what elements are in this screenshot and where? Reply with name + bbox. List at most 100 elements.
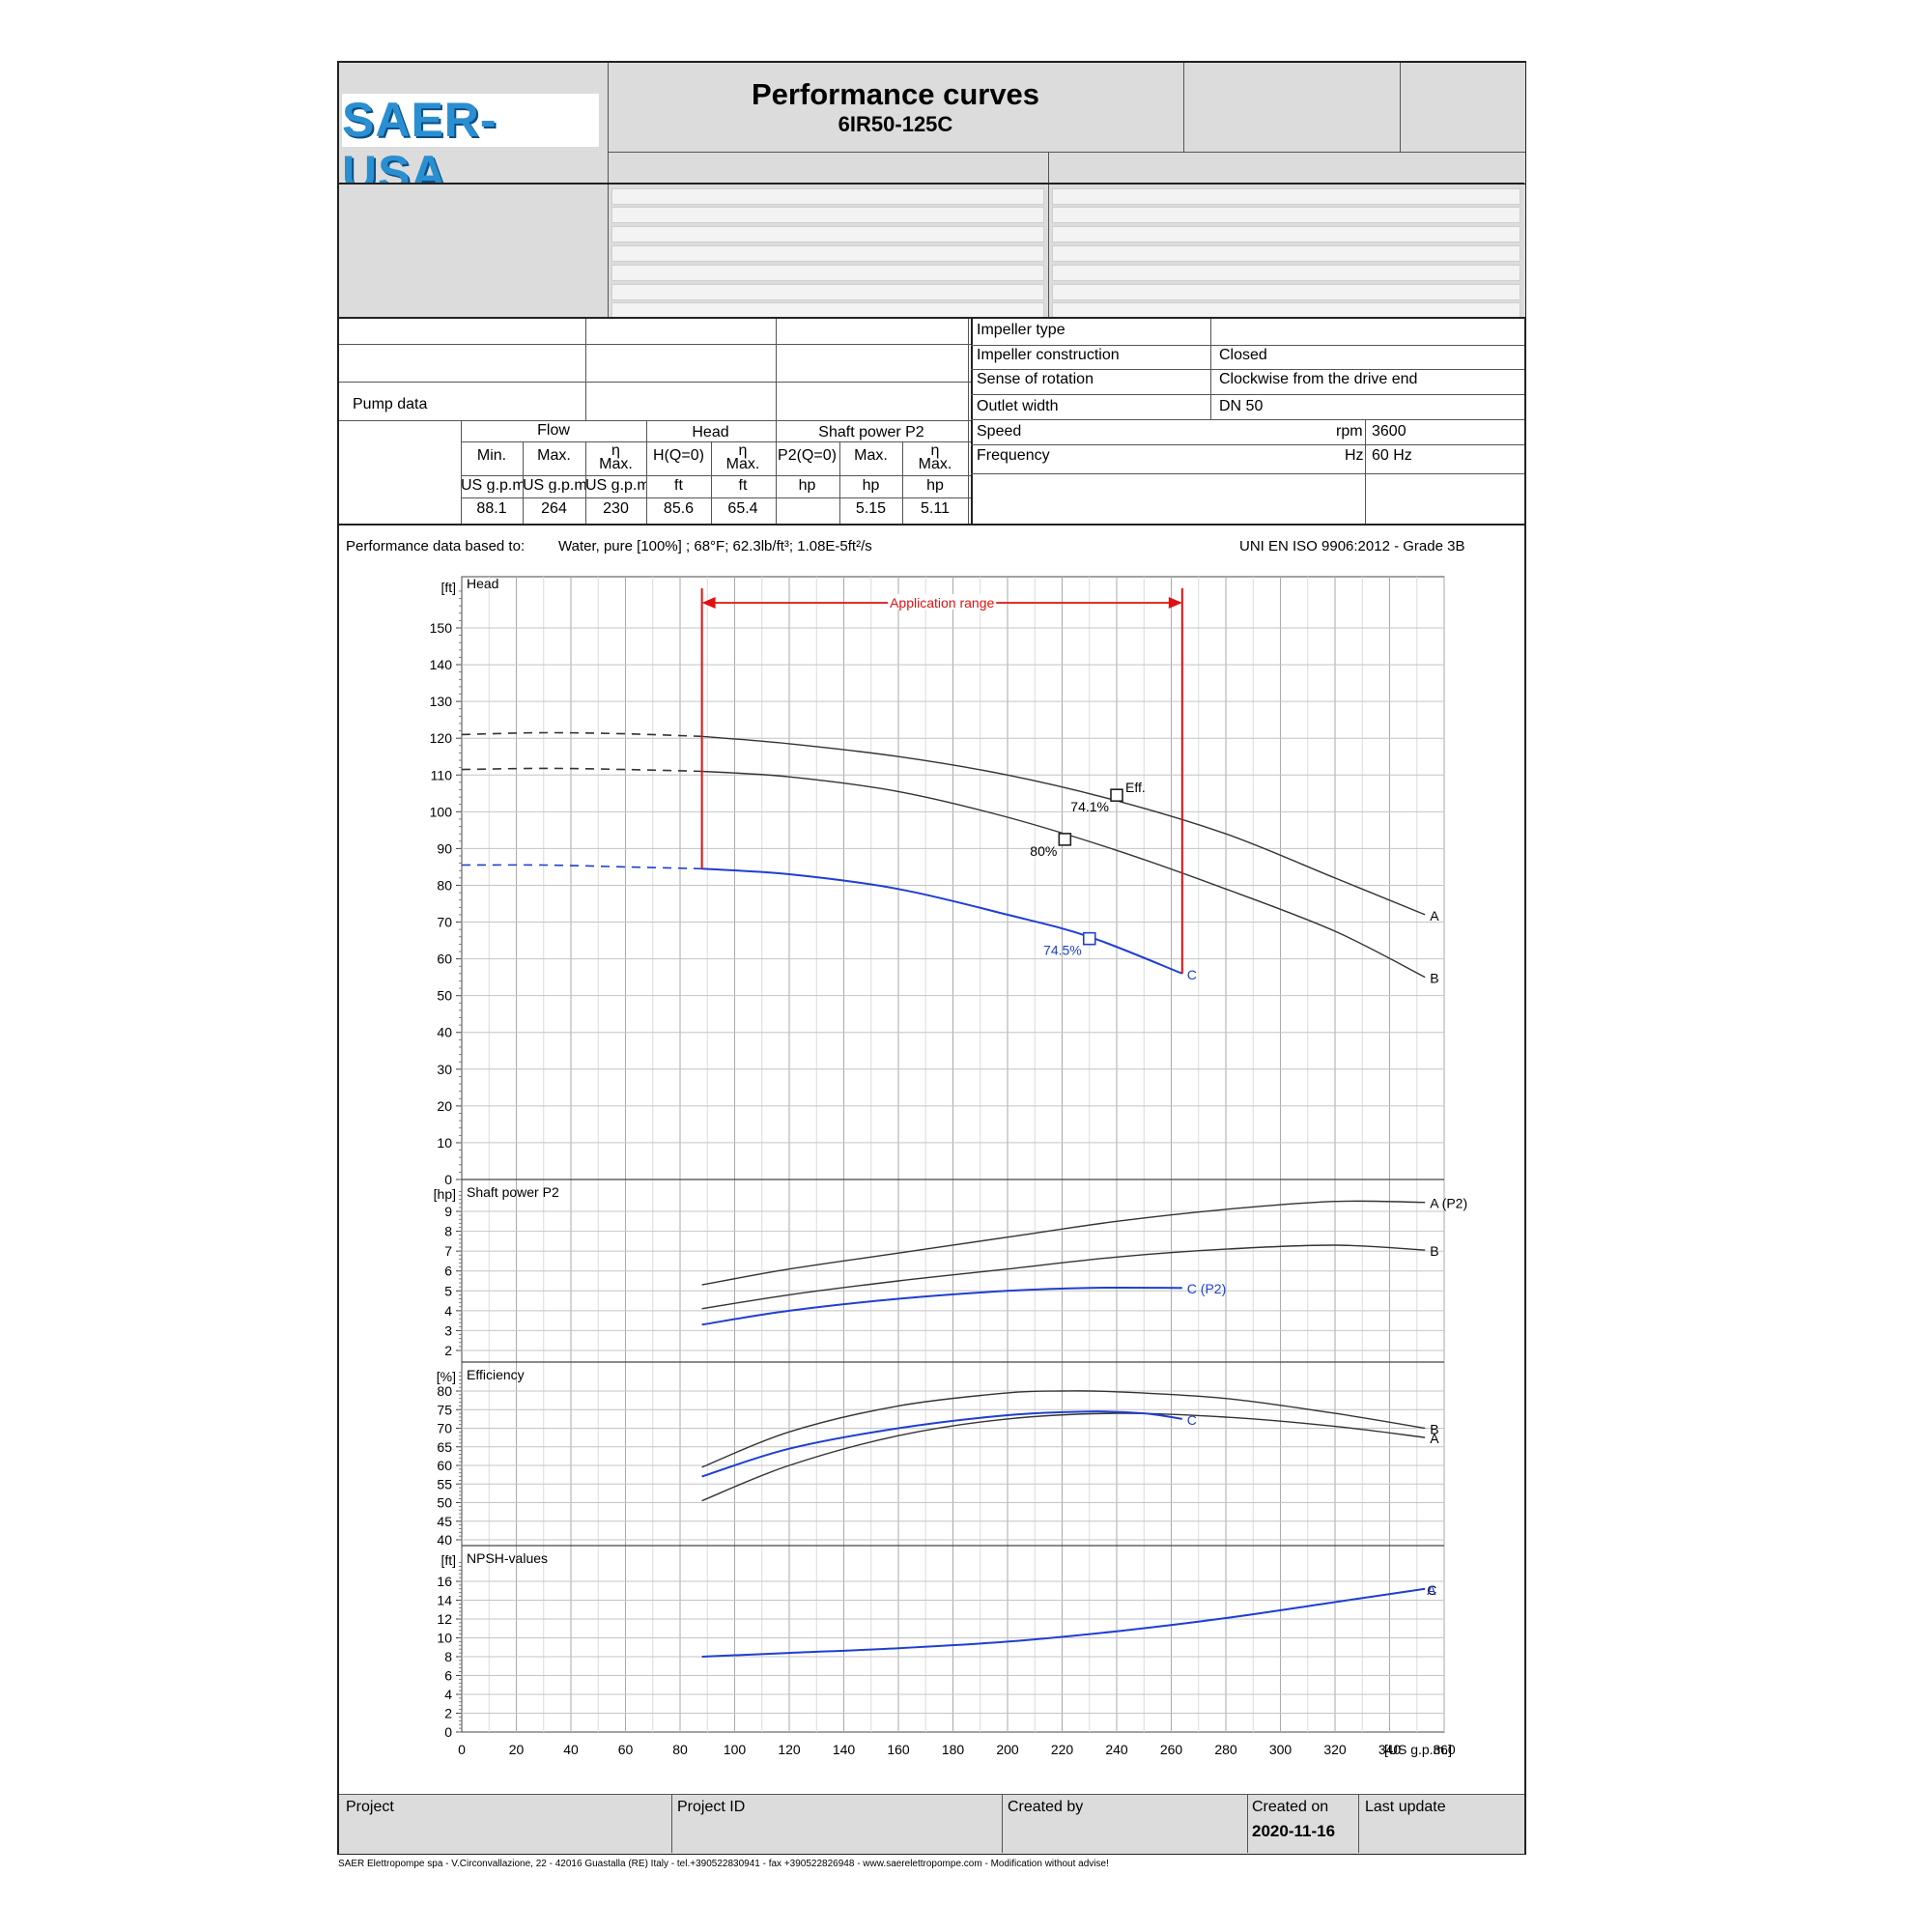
header-blank-4: [1048, 152, 1525, 184]
footer-created-on: Created on: [1252, 1799, 1329, 1815]
x-tick-label: 100: [724, 1742, 747, 1757]
page-title: Performance curves: [751, 77, 1040, 111]
pump-col-value: 230: [603, 502, 629, 516]
y-tick-label: 90: [437, 840, 452, 856]
spec-value: Closed: [1219, 347, 1267, 363]
y-tick-label: 40: [437, 1025, 452, 1040]
x-tick-label: 260: [1160, 1742, 1183, 1757]
y-tick-label: 50: [437, 1495, 452, 1511]
spec-value: Clockwise from the drive end: [1219, 371, 1418, 387]
x-tick-label: 140: [833, 1742, 856, 1757]
flow-header: Flow: [537, 422, 570, 439]
operating-point-label: 80%: [1030, 843, 1057, 859]
footer-sep: [1002, 1794, 1003, 1853]
pump-col-value: 264: [541, 502, 567, 516]
y-tick-label: 80: [437, 1383, 452, 1399]
pump-col-unit: ft: [738, 479, 748, 493]
y-tick-label: 60: [437, 1458, 452, 1473]
y-axis-unit: [hp]: [434, 1186, 456, 1202]
x-tick-label: 300: [1269, 1742, 1293, 1757]
spec-label: Frequency: [977, 447, 1050, 464]
pump-data-label: Pump data: [353, 396, 428, 412]
footer-created-by: Created by: [1008, 1799, 1084, 1815]
series-b-line: [701, 1244, 1426, 1310]
series-end-label: A (P2): [1430, 1196, 1467, 1211]
spec-label: Sense of rotation: [977, 371, 1094, 387]
footer-sep: [671, 1794, 672, 1853]
footer-panel: [339, 1794, 1524, 1854]
spec-label: Speed: [977, 423, 1022, 440]
pump-model: 6IR50-125C: [838, 112, 953, 136]
spec-unit: rpm: [1336, 423, 1363, 440]
application-range-arrow-right: [1168, 597, 1182, 609]
series-end-label: C: [1427, 1582, 1436, 1598]
y-tick-label: 0: [444, 1172, 452, 1187]
pump-col-value: 88.1: [476, 502, 507, 516]
y-tick-label: 140: [430, 657, 453, 672]
operating-point-marker: [1110, 788, 1123, 803]
x-tick-label: 180: [942, 1742, 965, 1757]
series-end-label: A: [1430, 1431, 1439, 1446]
y-tick-label: 0: [444, 1724, 452, 1740]
spec-value: 3600: [1372, 423, 1406, 440]
y-tick-label: 3: [444, 1322, 452, 1338]
info-stripe: [611, 188, 1044, 205]
x-tick-label: 80: [672, 1742, 688, 1757]
pump-col-unit: hp: [926, 479, 944, 493]
series-end-label: B: [1430, 971, 1438, 986]
series-a-line: [701, 1412, 1426, 1502]
panel-title: Shaft power P2: [467, 1184, 559, 1200]
pump-col-unit: US g.p.m.: [585, 479, 646, 493]
y-tick-label: 70: [437, 915, 452, 930]
pump-col-header: η Max.: [918, 444, 952, 471]
series-c-dashed-line: [461, 864, 702, 870]
x-tick-label: 240: [1105, 1742, 1128, 1757]
x-tick-label: 340: [1378, 1742, 1402, 1757]
y-tick-label: 100: [430, 804, 453, 819]
y-tick-label: 10: [437, 1631, 452, 1646]
y-tick-label: 4: [444, 1303, 452, 1319]
spec-label: Impeller construction: [977, 347, 1120, 363]
y-tick-label: 2: [444, 1343, 452, 1358]
pump-col-header: Max.: [537, 449, 571, 463]
x-tick-label: 20: [509, 1742, 525, 1757]
series-c-p2--line: [701, 1286, 1182, 1326]
y-tick-label: 20: [437, 1098, 452, 1114]
footer-project-id: Project ID: [677, 1799, 746, 1815]
pump-col-unit: ft: [674, 479, 683, 493]
info-stripe: [611, 245, 1044, 262]
pump-col-value: 5.11: [921, 502, 950, 516]
pump-col-header: Min.: [476, 449, 507, 463]
y-tick-label: 130: [430, 694, 453, 709]
series-b-dashed-line: [461, 767, 702, 773]
y-tick-label: 4: [444, 1687, 452, 1702]
pump-col-header: η Max.: [599, 444, 633, 471]
x-tick-label: 40: [563, 1742, 579, 1757]
series-end-label: A: [1427, 1582, 1436, 1598]
info-stripe: [611, 207, 1044, 223]
info-panel-left: [339, 185, 608, 317]
y-tick-label: 120: [430, 730, 453, 746]
pump-col-header: Max.: [854, 449, 888, 463]
series-c-line: [701, 1410, 1182, 1478]
panel-title: Head: [467, 576, 498, 591]
footer-created-on-value: 2020-11-16: [1252, 1822, 1336, 1840]
series-end-label: B: [1430, 1243, 1438, 1259]
y-tick-label: 65: [437, 1439, 452, 1455]
spec-value: DN 50: [1219, 398, 1264, 414]
y-tick-label: 9: [444, 1204, 452, 1219]
info-stripe: [1052, 188, 1520, 205]
divider: [339, 524, 1524, 526]
spec-unit: Hz: [1345, 447, 1364, 464]
y-tick-label: 60: [437, 952, 452, 967]
y-tick-label: 6: [444, 1668, 452, 1684]
y-tick-label: 6: [444, 1264, 452, 1279]
y-tick-label: 110: [431, 767, 453, 782]
y-tick-label: 7: [444, 1243, 452, 1259]
x-axis-unit: [US g.p.m.]: [1384, 1742, 1452, 1757]
title-panel: [608, 63, 1184, 152]
pump-col-unit: US g.p.m.: [461, 479, 523, 493]
shaft-header: Shaft power P2: [818, 424, 924, 440]
x-tick-label: 360: [1433, 1742, 1456, 1757]
header-blank-3: [608, 152, 1049, 184]
